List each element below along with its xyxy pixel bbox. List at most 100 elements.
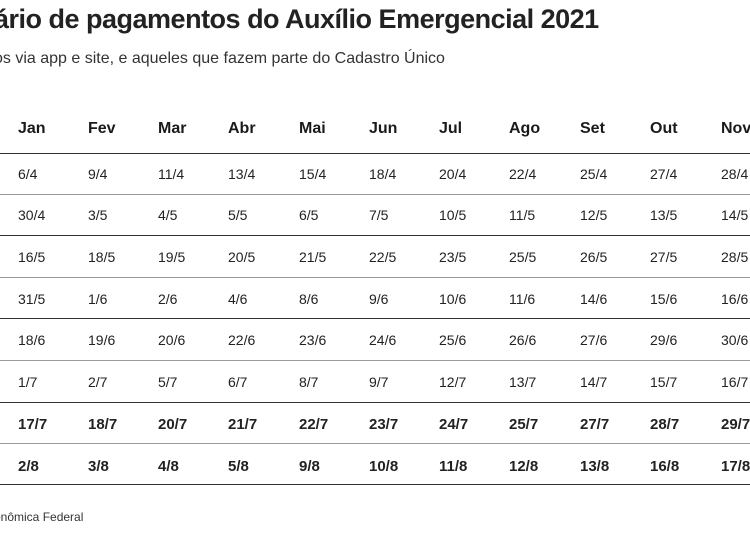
- payment-date-cell: 8/6: [299, 291, 319, 307]
- payment-date-cell: 14/5: [721, 207, 749, 223]
- payment-date-cell: 18/5: [88, 249, 116, 265]
- payment-date-cell: 30/6: [721, 332, 749, 348]
- payment-date-cell: 2/6: [158, 291, 178, 307]
- payment-date-cell: 5/5: [228, 207, 248, 223]
- payment-date-cell: 14/6: [580, 291, 608, 307]
- column-header: Out: [650, 120, 678, 137]
- payment-date-cell: 6/7: [228, 374, 248, 390]
- column-header: Ago: [509, 120, 541, 137]
- table-row: 17/7 18/7 20/7 21/7 22/7 23/7 24/7 25/7 27/7 28/7…: [0, 416, 750, 456]
- table-row: 16/5 18/5 19/5 20/5 21/5 22/5 23/5 25/5 26/5 27/5…: [0, 249, 750, 289]
- payment-date-cell: 13/5: [650, 207, 678, 223]
- row-divider: [0, 153, 750, 154]
- payment-date-cell: 20/7: [158, 416, 188, 433]
- payment-date-cell: 26/6: [509, 332, 537, 348]
- payment-date-cell: 18/4: [369, 166, 397, 182]
- payment-date-cell: 1/7: [18, 374, 38, 390]
- payment-date-cell: 29/6: [650, 332, 678, 348]
- column-header: Jul: [439, 120, 463, 137]
- column-header: Abr: [228, 120, 256, 137]
- row-divider: [0, 360, 750, 361]
- payment-date-cell: 9/6: [369, 291, 389, 307]
- payment-date-cell: 4/6: [228, 291, 248, 307]
- page-subtitle: os via app e site, e aqueles que fazem p…: [0, 50, 445, 67]
- payment-date-cell: 5/7: [158, 374, 178, 390]
- payment-date-cell: 28/5: [721, 249, 749, 265]
- payment-date-cell: 10/6: [439, 291, 467, 307]
- table-row: 30/4 3/5 4/5 5/5 6/5 7/5 10/5 11/5 12/5 13/5 14/5: [0, 207, 750, 247]
- payment-date-cell: 27/7: [580, 416, 610, 433]
- payment-date-cell: 27/5: [650, 249, 678, 265]
- payment-date-cell: 2/8: [18, 458, 39, 475]
- table-row: 6/4 9/4 11/4 13/4 15/4 18/4 20/4 22/4 25/4 27/4 28…: [0, 166, 750, 206]
- payment-date-cell: 13/8: [580, 458, 610, 475]
- column-header: Mar: [158, 120, 187, 137]
- row-divider: [0, 318, 750, 319]
- column-header: Fev: [88, 120, 116, 137]
- payment-date-cell: 1/6: [88, 291, 108, 307]
- payment-date-cell: 27/6: [580, 332, 608, 348]
- payment-date-cell: 9/7: [369, 374, 389, 390]
- row-divider: [0, 443, 750, 444]
- payment-date-cell: 21/7: [228, 416, 258, 433]
- column-header: Mai: [299, 120, 326, 137]
- payment-date-cell: 23/5: [439, 249, 467, 265]
- column-header: Nov: [721, 120, 750, 137]
- payment-date-cell: 11/5: [509, 207, 536, 223]
- payment-date-cell: 16/5: [18, 249, 46, 265]
- payment-date-cell: 3/5: [88, 207, 108, 223]
- payment-date-cell: 6/4: [18, 166, 38, 182]
- payment-date-cell: 12/7: [439, 374, 467, 390]
- table-row: 1/7 2/7 5/7 6/7 8/7 9/7 12/7 13/7 14/7 15/7 16/7: [0, 374, 750, 414]
- payment-date-cell: 12/5: [580, 207, 608, 223]
- table-row: 31/5 1/6 2/6 4/6 8/6 9/6 10/6 11/6 14/6 15/6 16/6: [0, 291, 750, 331]
- payment-date-cell: 11/6: [509, 291, 536, 307]
- source-note: onômica Federal: [0, 510, 84, 524]
- payment-date-cell: 29/7: [721, 416, 750, 433]
- payment-date-cell: 30/4: [18, 207, 46, 223]
- payment-date-cell: 17/8: [721, 458, 750, 475]
- payment-date-cell: 12/8: [509, 458, 539, 475]
- payment-date-cell: 21/5: [299, 249, 327, 265]
- payment-date-cell: 4/8: [158, 458, 179, 475]
- payment-date-cell: 11/8: [439, 458, 468, 475]
- payment-date-cell: 22/6: [228, 332, 256, 348]
- payment-date-cell: 8/7: [299, 374, 319, 390]
- payment-date-cell: 27/4: [650, 166, 678, 182]
- payment-date-cell: 2/7: [88, 374, 108, 390]
- payment-date-cell: 16/8: [650, 458, 680, 475]
- table-row: 18/6 19/6 20/6 22/6 23/6 24/6 25/6 26/6 27/6 29/6…: [0, 332, 750, 372]
- payment-date-cell: 10/5: [439, 207, 467, 223]
- table-row: 2/8 3/8 4/8 5/8 9/8 10/8 11/8 12/8 13/8 16/8 17/8: [0, 458, 750, 498]
- column-header: Jan: [18, 120, 46, 137]
- page-title: ário de pagamentos do Auxílio Emergencia…: [0, 4, 599, 34]
- payment-date-cell: 3/8: [88, 458, 109, 475]
- payment-date-cell: 15/4: [299, 166, 327, 182]
- payment-date-cell: 25/7: [509, 416, 539, 433]
- payment-date-cell: 11/4: [158, 166, 185, 182]
- payment-date-cell: 23/6: [299, 332, 327, 348]
- payment-date-cell: 31/5: [18, 291, 46, 307]
- payment-date-cell: 17/7: [18, 416, 48, 433]
- column-header: Jun: [369, 120, 398, 137]
- payment-date-cell: 24/6: [369, 332, 397, 348]
- payment-date-cell: 22/7: [299, 416, 329, 433]
- row-divider: [0, 235, 750, 236]
- payment-date-cell: 14/7: [580, 374, 608, 390]
- payment-date-cell: 7/5: [369, 207, 389, 223]
- payment-date-cell: 20/6: [158, 332, 186, 348]
- payment-date-cell: 13/7: [509, 374, 537, 390]
- payment-date-cell: 22/4: [509, 166, 537, 182]
- payment-date-cell: 9/4: [88, 166, 108, 182]
- payment-date-cell: 28/7: [650, 416, 680, 433]
- payment-date-cell: 19/5: [158, 249, 186, 265]
- payment-date-cell: 18/7: [88, 416, 118, 433]
- payment-date-cell: 19/6: [88, 332, 116, 348]
- row-divider: [0, 194, 750, 195]
- payment-date-cell: 5/8: [228, 458, 249, 475]
- table-header: Jan Fev Mar Abr Mai Jun Jul Ago Set Out Nov: [0, 120, 750, 146]
- column-header: Set: [580, 120, 605, 137]
- row-divider: [0, 402, 750, 403]
- payment-date-cell: 28/4: [721, 166, 749, 182]
- payment-date-cell: 26/5: [580, 249, 608, 265]
